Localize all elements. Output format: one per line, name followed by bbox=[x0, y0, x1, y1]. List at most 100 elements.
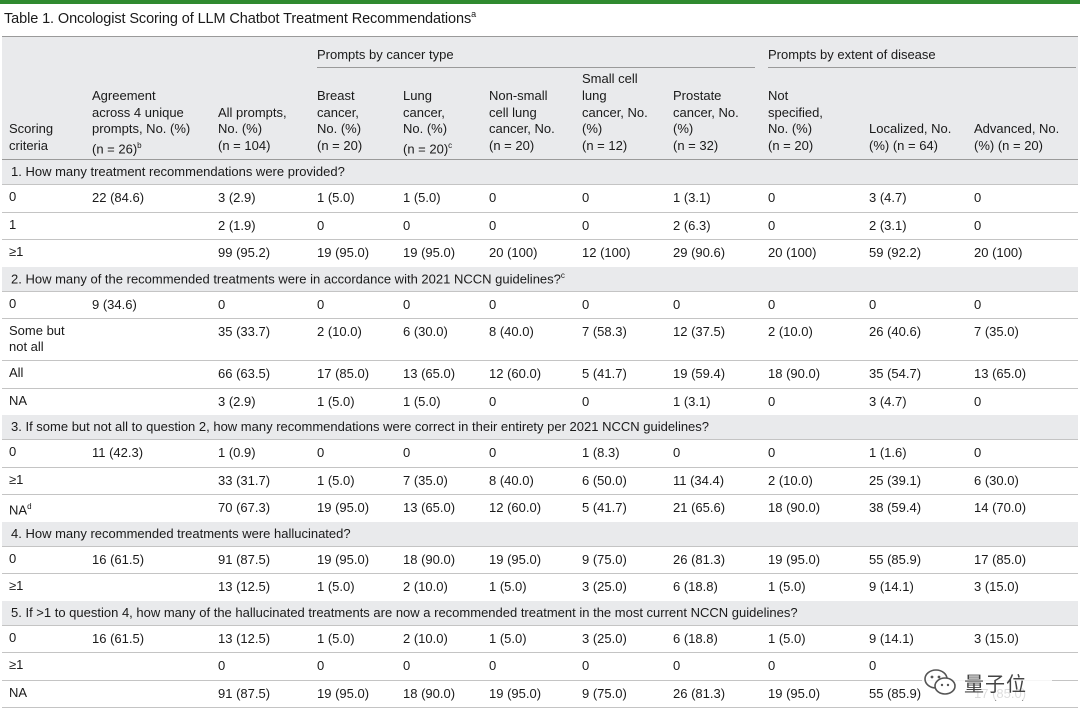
column-header-line: Breast bbox=[317, 87, 355, 103]
table-cell: 3 (2.9) bbox=[218, 190, 256, 205]
column-header-line: Prostate bbox=[673, 87, 722, 103]
table-cell: 26 (81.3) bbox=[673, 685, 726, 701]
table-cell: 16 (61.5) bbox=[92, 551, 145, 567]
column-header: Advanced, No. (%) (n = 20) bbox=[974, 121, 1059, 155]
table-cell: 19 (95.0) bbox=[317, 245, 370, 260]
column-header-line: (%) (n = 64) bbox=[869, 138, 938, 154]
row-rule bbox=[2, 652, 1078, 653]
column-header-line: cancer, No. bbox=[582, 104, 648, 120]
header-top-rule bbox=[2, 36, 1078, 37]
column-header-line: across 4 unique bbox=[92, 104, 184, 120]
row-label: 0 bbox=[9, 630, 16, 646]
table-cell: 0 bbox=[582, 393, 590, 409]
table-cell: 2 (10.0) bbox=[768, 472, 813, 488]
row-rule bbox=[2, 239, 1078, 240]
table-cell: 0 bbox=[317, 445, 325, 460]
table-cell: 0 bbox=[317, 217, 325, 233]
column-header-line: (n = 20) bbox=[768, 138, 814, 154]
table-cell: 2 (10.0) bbox=[403, 630, 448, 646]
table-cell: 66 (63.5) bbox=[218, 366, 271, 381]
table-cell: 0 bbox=[768, 445, 776, 460]
table-cell: 0 bbox=[489, 658, 497, 673]
table-cell: 0 bbox=[489, 217, 497, 233]
table-cell: 9 (14.1) bbox=[869, 630, 914, 646]
column-header-line: Localized, No. bbox=[869, 121, 952, 137]
table-cell: 1 (5.0) bbox=[768, 630, 806, 646]
table-cell: 12 (37.5) bbox=[673, 324, 726, 339]
row-rule bbox=[2, 466, 1078, 468]
column-header: Agreement across 4 unique prompts, No. (%)… bbox=[92, 88, 190, 159]
table-cell: 12 (60.0) bbox=[489, 366, 542, 381]
row-label-line: 0 bbox=[9, 444, 17, 459]
table-cell: 26 (81.3) bbox=[673, 551, 726, 567]
column-header-line: cancer, No. bbox=[673, 104, 739, 120]
table-cell: 13 (65.0) bbox=[403, 366, 456, 381]
table-cell: 0 bbox=[673, 445, 681, 460]
row-label-line: NA bbox=[9, 684, 28, 700]
table-cell: 0 bbox=[974, 445, 982, 460]
row-label: 1 bbox=[9, 217, 16, 233]
table-cell: 8 (40.0) bbox=[489, 324, 534, 339]
table-cell: 16 (61.5) bbox=[92, 630, 145, 646]
table-cell: 0 bbox=[869, 658, 877, 673]
column-header-line: No. (%) bbox=[317, 121, 362, 137]
row-label-line: ≥1 bbox=[9, 657, 24, 672]
row-label: All bbox=[9, 365, 23, 381]
row-label: 0 bbox=[9, 296, 16, 312]
table-cell: 1 (8.3) bbox=[582, 445, 620, 460]
wechat-icon bbox=[924, 669, 956, 695]
table-cell: 14 (70.0) bbox=[974, 500, 1027, 515]
table-cell: 2 (3.1) bbox=[869, 217, 907, 233]
row-rule bbox=[2, 290, 1078, 292]
column-header-line: (n = 26)b bbox=[92, 141, 142, 157]
table-cell: 0 bbox=[317, 296, 325, 312]
table-cell: 2 (10.0) bbox=[317, 324, 362, 339]
table-cell: 7 (35.0) bbox=[974, 324, 1019, 339]
row-label-line: NA bbox=[9, 392, 28, 408]
column-header-line: (%) bbox=[673, 121, 694, 137]
table-cell: 9 (75.0) bbox=[582, 551, 627, 567]
row-label-line: Some but bbox=[9, 323, 65, 338]
table-cell: 0 bbox=[582, 296, 590, 312]
table-cell: 55 (85.9) bbox=[869, 551, 922, 567]
table-cell: 20 (100) bbox=[489, 245, 538, 260]
table-cell: 19 (95.0) bbox=[317, 500, 370, 515]
table-cell: 0 bbox=[768, 658, 776, 673]
column-header: Prostate cancer, No. (%) (n = 32) bbox=[673, 88, 739, 155]
table-cell: 55 (85.9) bbox=[869, 685, 922, 701]
table-cell: 29 (90.6) bbox=[673, 245, 726, 260]
table-cell: 5 (41.7) bbox=[582, 366, 627, 381]
table-cell: 33 (31.7) bbox=[218, 472, 271, 488]
table-cell: 17 (85.0) bbox=[974, 551, 1027, 567]
table-cell: 2 (1.9) bbox=[218, 217, 256, 233]
table-cell: 3 (4.7) bbox=[869, 393, 907, 409]
table-cell: 1 (0.9) bbox=[218, 445, 256, 460]
table-cell: 19 (95.0) bbox=[768, 685, 821, 701]
table-cell: 1 (5.0) bbox=[403, 393, 441, 409]
row-label: NAd bbox=[9, 499, 32, 518]
table-cell: 5 (41.7) bbox=[582, 500, 627, 515]
table-cell: 38 (59.4) bbox=[869, 500, 922, 515]
table-cell: 11 (34.4) bbox=[673, 472, 725, 488]
row-rule bbox=[2, 494, 1078, 495]
table-cell: 19 (95.0) bbox=[317, 551, 370, 567]
row-label: Some but not all bbox=[9, 323, 65, 355]
row-rule bbox=[2, 679, 1078, 681]
column-header-line: Small cell bbox=[582, 71, 638, 86]
row-label: ≥1 bbox=[9, 472, 23, 488]
table-cell: 0 bbox=[489, 393, 497, 409]
table-cell: 20 (100) bbox=[768, 245, 817, 260]
table-cell: 11 (42.3) bbox=[92, 445, 144, 460]
table-cell: 6 (30.0) bbox=[974, 472, 1019, 488]
table-cell: 1 (3.1) bbox=[673, 393, 711, 409]
row-label-line: 0 bbox=[9, 295, 17, 311]
table-cell: 0 bbox=[317, 658, 325, 673]
table-cell: 6 (18.8) bbox=[673, 630, 718, 646]
table-cell: 0 bbox=[489, 190, 497, 205]
table-cell: 1 (5.0) bbox=[317, 190, 355, 205]
table-cell: 21 (65.6) bbox=[673, 500, 726, 515]
table-cell: 18 (90.0) bbox=[403, 685, 456, 701]
row-label-line: 1 bbox=[9, 216, 17, 232]
header-bottom-rule bbox=[2, 159, 1078, 160]
column-header-line: cancer, bbox=[403, 104, 445, 120]
